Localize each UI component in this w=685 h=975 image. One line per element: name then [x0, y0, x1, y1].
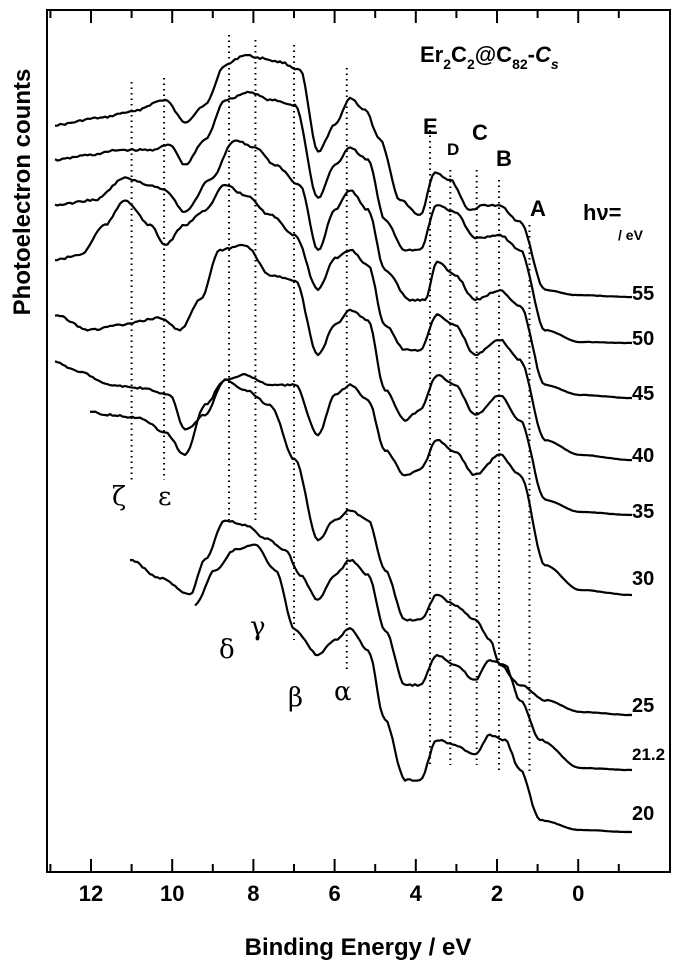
series-label: 20	[632, 803, 654, 825]
x-tick-label: 12	[79, 881, 103, 906]
plot-frame	[46, 9, 671, 873]
x-tick-label: 0	[572, 881, 584, 906]
x-tick-label: 6	[328, 881, 340, 906]
series-label: 55	[632, 283, 654, 305]
feature-label-b: B	[496, 146, 512, 171]
series-line-35	[54, 243, 633, 517]
feature-label-greek: α	[334, 677, 352, 707]
series-label: 30	[632, 568, 654, 590]
chart-title: Er2C2@C82-Cs	[420, 42, 559, 72]
series-line-40	[54, 183, 633, 462]
feature-label-d: D	[447, 140, 459, 159]
feature-label-a: A	[530, 196, 546, 221]
spectra-series	[54, 53, 633, 834]
feature-label-greek: δ	[219, 635, 235, 665]
y-axis-title: Photoelectron counts	[9, 69, 36, 316]
series-line-25	[89, 378, 633, 717]
series-line-55	[55, 53, 633, 299]
feature-label-greek: γ	[250, 612, 266, 642]
photon-energy-label: hν=	[583, 200, 622, 225]
feature-label-e: E	[423, 114, 438, 139]
feature-label-greek: ε	[158, 482, 171, 512]
x-tick-label: 10	[160, 881, 184, 906]
x-tick-label: 2	[491, 881, 503, 906]
series-label: 21.2	[632, 745, 665, 764]
series-label: 50	[632, 328, 654, 350]
series-labels: 55 50 45 40 35 30 25 21.2 20	[632, 283, 665, 825]
series-label: 35	[632, 501, 654, 523]
series-label: 25	[632, 695, 654, 717]
feature-label-c: C	[472, 120, 488, 145]
series-label: 45	[632, 383, 654, 405]
x-axis-title: Binding Energy / eV	[245, 934, 472, 961]
series-line-45	[54, 139, 632, 400]
photon-energy-unit: / eV	[618, 227, 644, 243]
series-line-30	[54, 360, 633, 597]
series-line-21.2	[129, 519, 633, 772]
x-ticks: 12 10 8 6 4 2 0	[49, 10, 620, 906]
feature-label-greek: β	[288, 683, 303, 713]
series-label: 40	[632, 445, 654, 467]
series-line-50	[54, 90, 633, 345]
feature-label-greek: ζ	[112, 482, 126, 512]
x-tick-label: 4	[410, 881, 423, 906]
series-line-20	[194, 543, 632, 834]
x-tick-label: 8	[247, 881, 259, 906]
